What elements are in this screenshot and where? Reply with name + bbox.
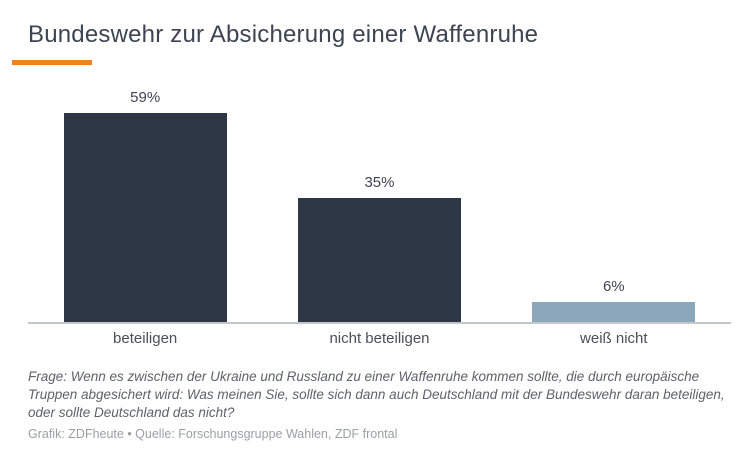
bar-column-nicht-beteiligen: 35%	[262, 174, 496, 323]
bar-value-label: 6%	[602, 278, 625, 295]
bar-beteiligen	[63, 113, 227, 323]
bar-chart-plot: 59% 35% 6%	[28, 0, 731, 323]
x-axis-label: weiß nicht	[580, 330, 648, 347]
bar-weiß-nicht	[532, 302, 696, 323]
bar-value-label: 35%	[364, 174, 395, 191]
x-axis-labels: beteiligen nicht beteiligen weiß nicht	[28, 330, 731, 347]
x-axis-label: beteiligen	[113, 330, 178, 347]
bar-column-beteiligen: 59%	[28, 89, 262, 323]
title-accent-rule	[12, 60, 92, 65]
survey-question: Frage: Wenn es zwischen der Ukraine und …	[28, 369, 725, 420]
bar-value-label: 59%	[130, 89, 161, 106]
bar-column-weiß-nicht: 6%	[497, 278, 731, 323]
x-axis-line	[28, 322, 731, 324]
bar-nicht-beteiligen	[297, 198, 461, 323]
x-axis-label: nicht beteiligen	[329, 330, 430, 347]
chart-title: Bundeswehr zur Absicherung einer Waffenr…	[28, 21, 539, 48]
source-credit: Grafik: ZDFheute • Quelle: Forschungsgru…	[28, 427, 398, 441]
